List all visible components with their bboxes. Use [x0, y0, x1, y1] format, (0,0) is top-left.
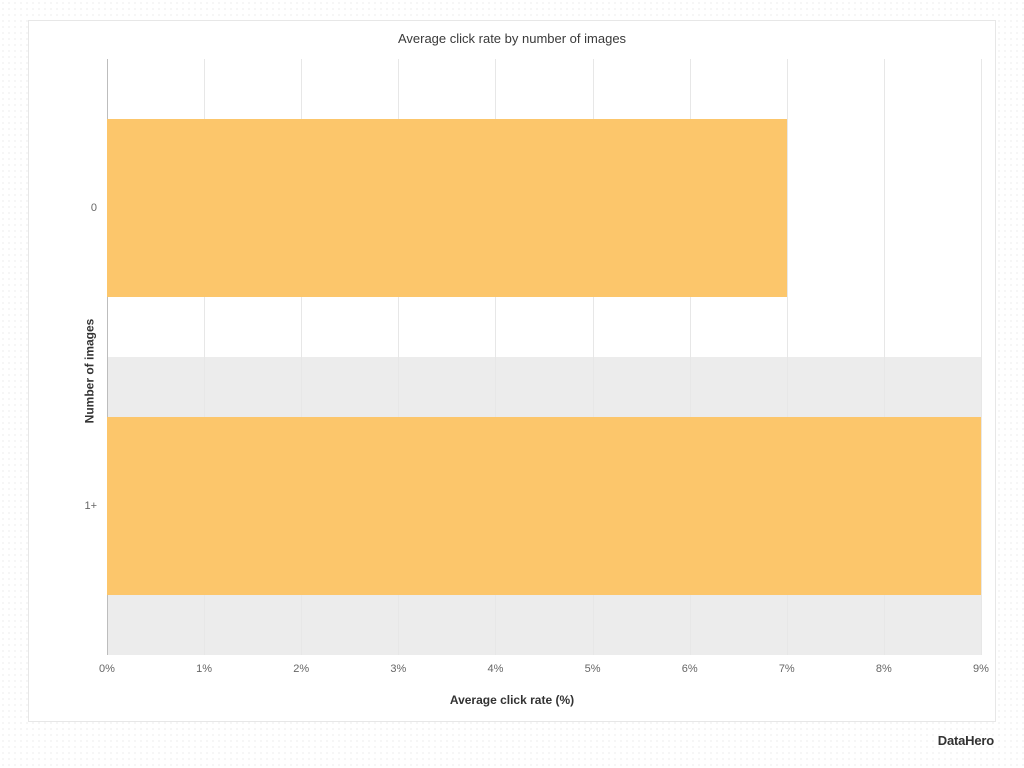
x-tick-label: 2%: [293, 655, 309, 675]
x-tick-label: 5%: [585, 655, 601, 675]
bar: [107, 417, 981, 596]
plot-inner: 0%1%2%3%4%5%6%7%8%9%01+: [107, 59, 981, 655]
chart-title: Average click rate by number of images: [29, 31, 995, 46]
brand-logo-text: DataHero: [938, 733, 994, 748]
x-tick-label: 7%: [779, 655, 795, 675]
page-background: Average click rate by number of images N…: [0, 0, 1024, 768]
y-tick-label: 0: [91, 202, 107, 214]
bar: [107, 119, 787, 298]
y-axis-label: Number of images: [82, 319, 96, 424]
x-tick-label: 0%: [99, 655, 115, 675]
gridline: [981, 59, 982, 655]
x-tick-label: 9%: [973, 655, 989, 675]
x-tick-label: 8%: [876, 655, 892, 675]
x-tick-label: 1%: [196, 655, 212, 675]
y-tick-label: 1+: [84, 500, 107, 512]
x-tick-label: 4%: [487, 655, 503, 675]
x-axis-label: Average click rate (%): [29, 693, 995, 707]
x-tick-label: 6%: [682, 655, 698, 675]
chart-card: Average click rate by number of images N…: [28, 20, 996, 722]
plot-area: 0%1%2%3%4%5%6%7%8%9%01+: [107, 59, 981, 655]
x-tick-label: 3%: [390, 655, 406, 675]
